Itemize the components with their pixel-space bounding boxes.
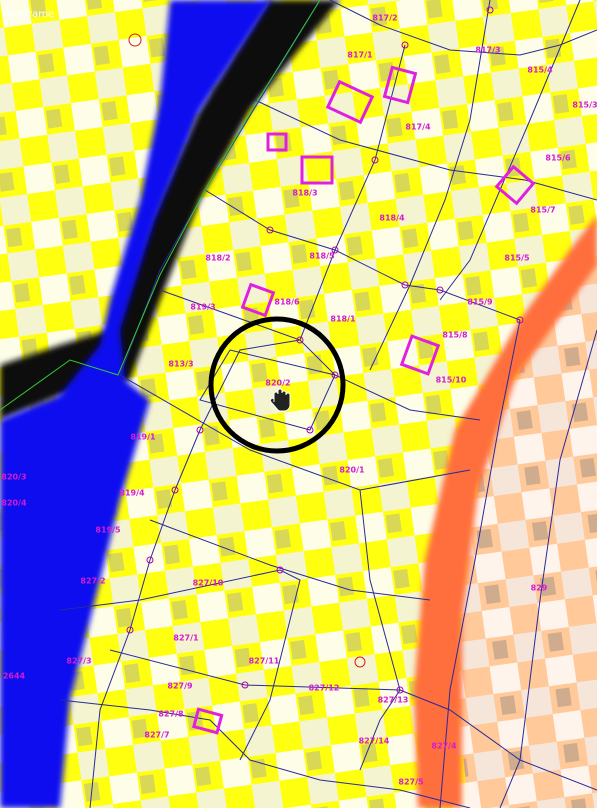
parcel-label: 815/5	[504, 254, 530, 263]
parcel-label: 818/5	[309, 252, 335, 261]
line	[59, 569, 301, 761]
highlight-circle	[208, 316, 346, 454]
line	[109, 649, 597, 791]
line	[439, 319, 521, 808]
parcel-label: 815/4	[527, 66, 553, 75]
parcel-label: 827/2	[80, 577, 105, 586]
parcel-label: 815/10	[436, 376, 467, 385]
parcel-label: 813/3	[168, 360, 193, 369]
line	[329, 0, 597, 56]
line	[89, 489, 176, 808]
line	[149, 519, 431, 601]
bank	[0, 0, 340, 420]
parcel-label: 829	[531, 584, 548, 593]
boundary	[0, 0, 321, 411]
buildings	[191, 65, 536, 735]
building	[191, 707, 224, 735]
parcel-label: 818/6	[274, 298, 300, 307]
parcel-label: 818/4	[379, 214, 405, 223]
parcel-label: 819/1	[130, 433, 156, 442]
line	[119, 374, 471, 491]
land	[458, 255, 597, 808]
parcel-lines	[59, 0, 597, 808]
road	[414, 215, 597, 808]
parcel-label: 817/1	[347, 51, 373, 60]
parcel-label: 827/14	[359, 737, 390, 746]
line	[174, 44, 406, 491]
building	[494, 164, 536, 206]
parcel-label: 820/3	[1, 473, 26, 482]
parcel-label: 820/1	[339, 466, 365, 475]
river	[0, 0, 272, 808]
parcel-label: 819/3	[190, 303, 215, 312]
parcel-label: 815/3	[572, 101, 597, 110]
parcel-label: 827/7	[144, 731, 169, 740]
parcel-label: 818/2	[205, 254, 230, 263]
title: Wireframe	[2, 9, 54, 20]
building	[399, 334, 441, 376]
parcel-label: 827/4	[431, 742, 457, 751]
parcel-label: 827/13	[378, 696, 409, 705]
line	[254, 99, 597, 201]
parcel-label: 827/10	[193, 579, 224, 588]
parcel-label: 827/8	[158, 710, 184, 719]
building	[325, 79, 375, 125]
parcel-label: 827/3	[66, 657, 91, 666]
parcel-label: 819/4	[119, 489, 145, 498]
marker	[128, 33, 142, 47]
hand-cursor	[269, 388, 291, 412]
parcel-label: 817/2	[372, 14, 397, 23]
parcel-label: 818/3	[292, 189, 317, 198]
parcel-label: 827/1	[173, 634, 199, 643]
building	[240, 282, 276, 318]
building	[266, 132, 288, 152]
parcel-label: 815/8	[442, 331, 468, 340]
parcel-label: 827/11	[249, 657, 280, 666]
parcel-label: 817/3	[475, 46, 500, 55]
parcel-label: 815/9	[467, 298, 493, 307]
parcel-label: 827/9	[167, 682, 193, 691]
parcel-label: 820/4	[1, 499, 27, 508]
parcel-label: 817/4	[405, 123, 431, 132]
building	[382, 65, 418, 105]
line	[204, 189, 521, 321]
parcel-label: 819/5	[95, 526, 121, 535]
nodes	[126, 6, 524, 694]
parcel-label: 827/5	[398, 778, 424, 787]
line	[59, 699, 471, 808]
parcel-labels: 817/2 817/1 817/3 817/4 815/4 815/3 815/6 815/7…	[1, 14, 597, 787]
line	[499, 329, 597, 808]
building	[300, 155, 334, 185]
parcel-label: 815/6	[545, 154, 571, 163]
parcel-label: 818/1	[330, 315, 356, 324]
line	[369, 0, 491, 371]
parcel-label: 815/7	[530, 206, 555, 215]
parcel-label: 827/12	[309, 684, 340, 693]
marker	[354, 656, 366, 668]
parcel-label: 820/2	[265, 379, 290, 388]
parcel-label: 2644	[3, 672, 26, 681]
